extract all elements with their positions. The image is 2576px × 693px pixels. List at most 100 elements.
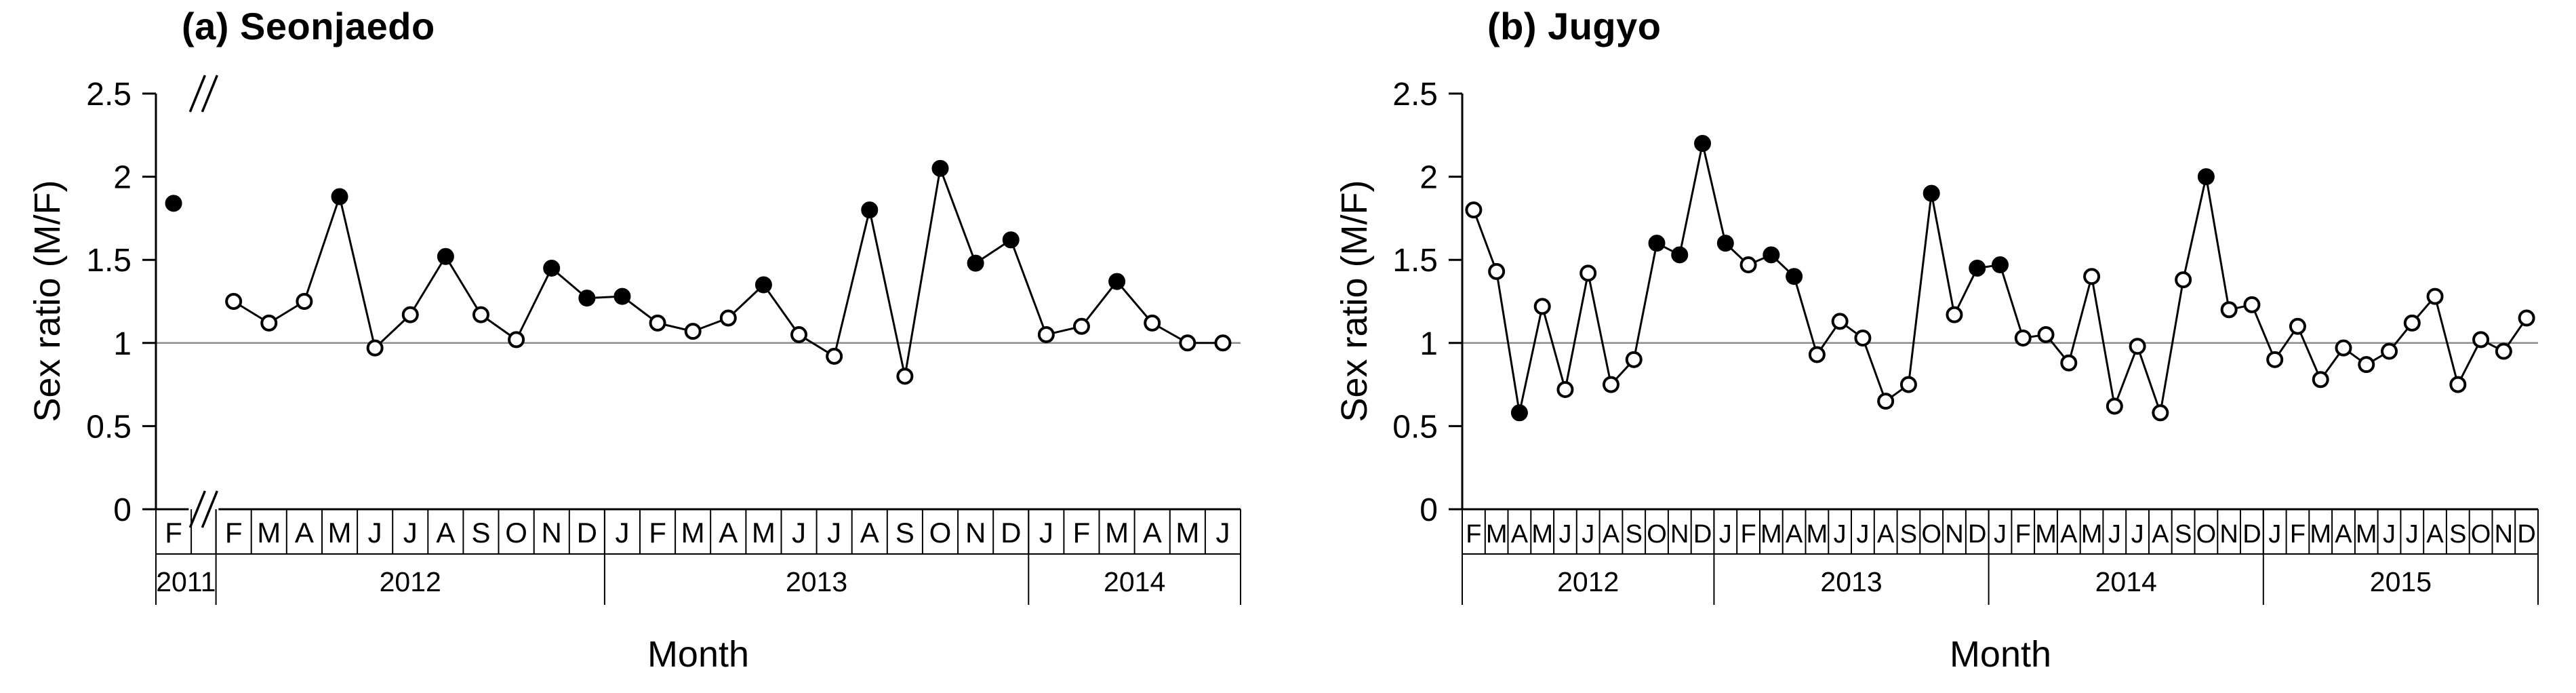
month-tick-label: M — [1105, 517, 1129, 549]
series-segment — [445, 256, 482, 315]
data-point-open — [472, 306, 489, 323]
chart-plot-jugyo: 00.511.522.5F M A M J J A S O N D J F M A M J J A S O N D J F M A M… — [1392, 77, 2539, 605]
data-point-filled — [754, 276, 772, 294]
data-point-filled — [543, 259, 561, 277]
data-point-open — [1602, 376, 1619, 393]
data-point-open — [2014, 329, 2032, 346]
month-tick-label: N — [965, 517, 986, 549]
data-point-filled — [165, 195, 182, 212]
data-point-open — [1946, 306, 1963, 323]
month-tick-label: J — [1215, 517, 1230, 549]
month-tick-label: N — [1670, 520, 1689, 549]
year-label: 2014 — [1104, 566, 1165, 597]
month-tick-label: N — [2219, 520, 2238, 549]
data-point-filled — [1716, 235, 1734, 252]
month-tick-label: J — [792, 517, 806, 549]
month-tick-label: J — [1039, 517, 1053, 549]
y-tick-label: 2 — [113, 160, 132, 196]
month-tick-label: O — [505, 517, 527, 549]
data-point-open — [1072, 317, 1090, 335]
month-tick-label: J — [1856, 520, 1869, 549]
series-segment — [2434, 296, 2459, 385]
data-point-open — [2426, 288, 2444, 305]
series-segment — [2091, 276, 2116, 407]
series-segment — [409, 256, 447, 315]
month-tick-label: O — [2471, 520, 2491, 549]
data-point-open — [2220, 301, 2238, 319]
month-tick-label: F — [649, 517, 666, 549]
data-point-open — [2083, 268, 2101, 285]
data-point-filled — [1923, 184, 1940, 202]
series-segment — [1953, 267, 1979, 315]
month-tick-label: J — [1994, 520, 2007, 549]
series-segment — [1587, 273, 1612, 385]
data-point-open — [2381, 342, 2398, 360]
chart-title-jugyo: (b) Jugyo — [1487, 5, 1662, 47]
year-label: 2013 — [1820, 566, 1882, 597]
data-point-open — [2518, 309, 2535, 327]
month-tick-label: F — [165, 517, 182, 549]
month-tick-label: D — [577, 517, 597, 549]
series-segment — [1564, 273, 1590, 390]
data-point-filled — [1786, 268, 1803, 285]
data-point-filled — [1763, 246, 1780, 264]
series-segment — [515, 267, 553, 340]
data-point-open — [401, 306, 419, 323]
series-segment — [1495, 271, 1521, 414]
month-tick-label: M — [1486, 520, 1508, 549]
data-point-filled — [578, 290, 596, 307]
series-segment — [1793, 276, 1818, 355]
month-tick-label: S — [1900, 520, 1917, 549]
month-tick-label: F — [1073, 517, 1091, 549]
data-point-open — [719, 309, 737, 327]
data-point-open — [1037, 326, 1055, 344]
month-tick-label: M — [752, 517, 776, 549]
data-point-open — [508, 331, 525, 349]
month-tick-label: A — [860, 517, 879, 549]
data-point-open — [1831, 313, 1849, 330]
y-tick-label: 1 — [1420, 326, 1438, 362]
month-tick-label: J — [2383, 520, 2396, 549]
data-point-filled — [1108, 273, 1126, 290]
series-segment — [1009, 239, 1047, 336]
data-point-open — [2175, 271, 2192, 289]
month-tick-label: N — [2495, 520, 2513, 549]
year-label: 2011 — [156, 566, 216, 597]
data-point-open — [1533, 298, 1551, 315]
month-tick-label: N — [542, 517, 562, 549]
month-tick-label: J — [1558, 520, 1571, 549]
month-tick-label: A — [2060, 520, 2078, 549]
month-tick-label: N — [1945, 520, 1963, 549]
month-tick-label: F — [1740, 520, 1756, 549]
data-point-open — [1899, 376, 1917, 393]
y-tick-label: 0.5 — [86, 409, 132, 445]
data-point-open — [2060, 354, 2078, 372]
series-segment — [1702, 143, 1727, 244]
series-segment — [2113, 346, 2139, 407]
data-point-open — [2289, 317, 2306, 335]
month-tick-label: S — [2175, 520, 2192, 549]
data-point-open — [1854, 329, 1872, 346]
y-tick-label: 1.5 — [1392, 243, 1438, 279]
month-tick-label: D — [1001, 517, 1021, 549]
month-tick-label: M — [2035, 520, 2057, 549]
month-tick-label: J — [1834, 520, 1847, 549]
month-tick-label: M — [1807, 520, 1828, 549]
month-tick-label: S — [1626, 520, 1643, 549]
series-segment — [833, 210, 871, 357]
series-segment — [1678, 143, 1704, 256]
data-point-open — [826, 347, 843, 365]
data-point-open — [1739, 256, 1757, 274]
data-point-open — [296, 293, 313, 310]
month-tick-label: A — [1877, 520, 1895, 549]
series-segment — [1930, 193, 1956, 315]
data-point-open — [2449, 376, 2467, 393]
series-segment — [1081, 281, 1118, 328]
month-tick-label: O — [1921, 520, 1941, 549]
year-label: 2013 — [786, 566, 847, 597]
data-point-filled — [1992, 256, 2009, 274]
data-point-open — [2243, 296, 2261, 313]
top-axis-break-icon — [188, 75, 206, 113]
y-tick-label: 1.5 — [86, 243, 132, 279]
